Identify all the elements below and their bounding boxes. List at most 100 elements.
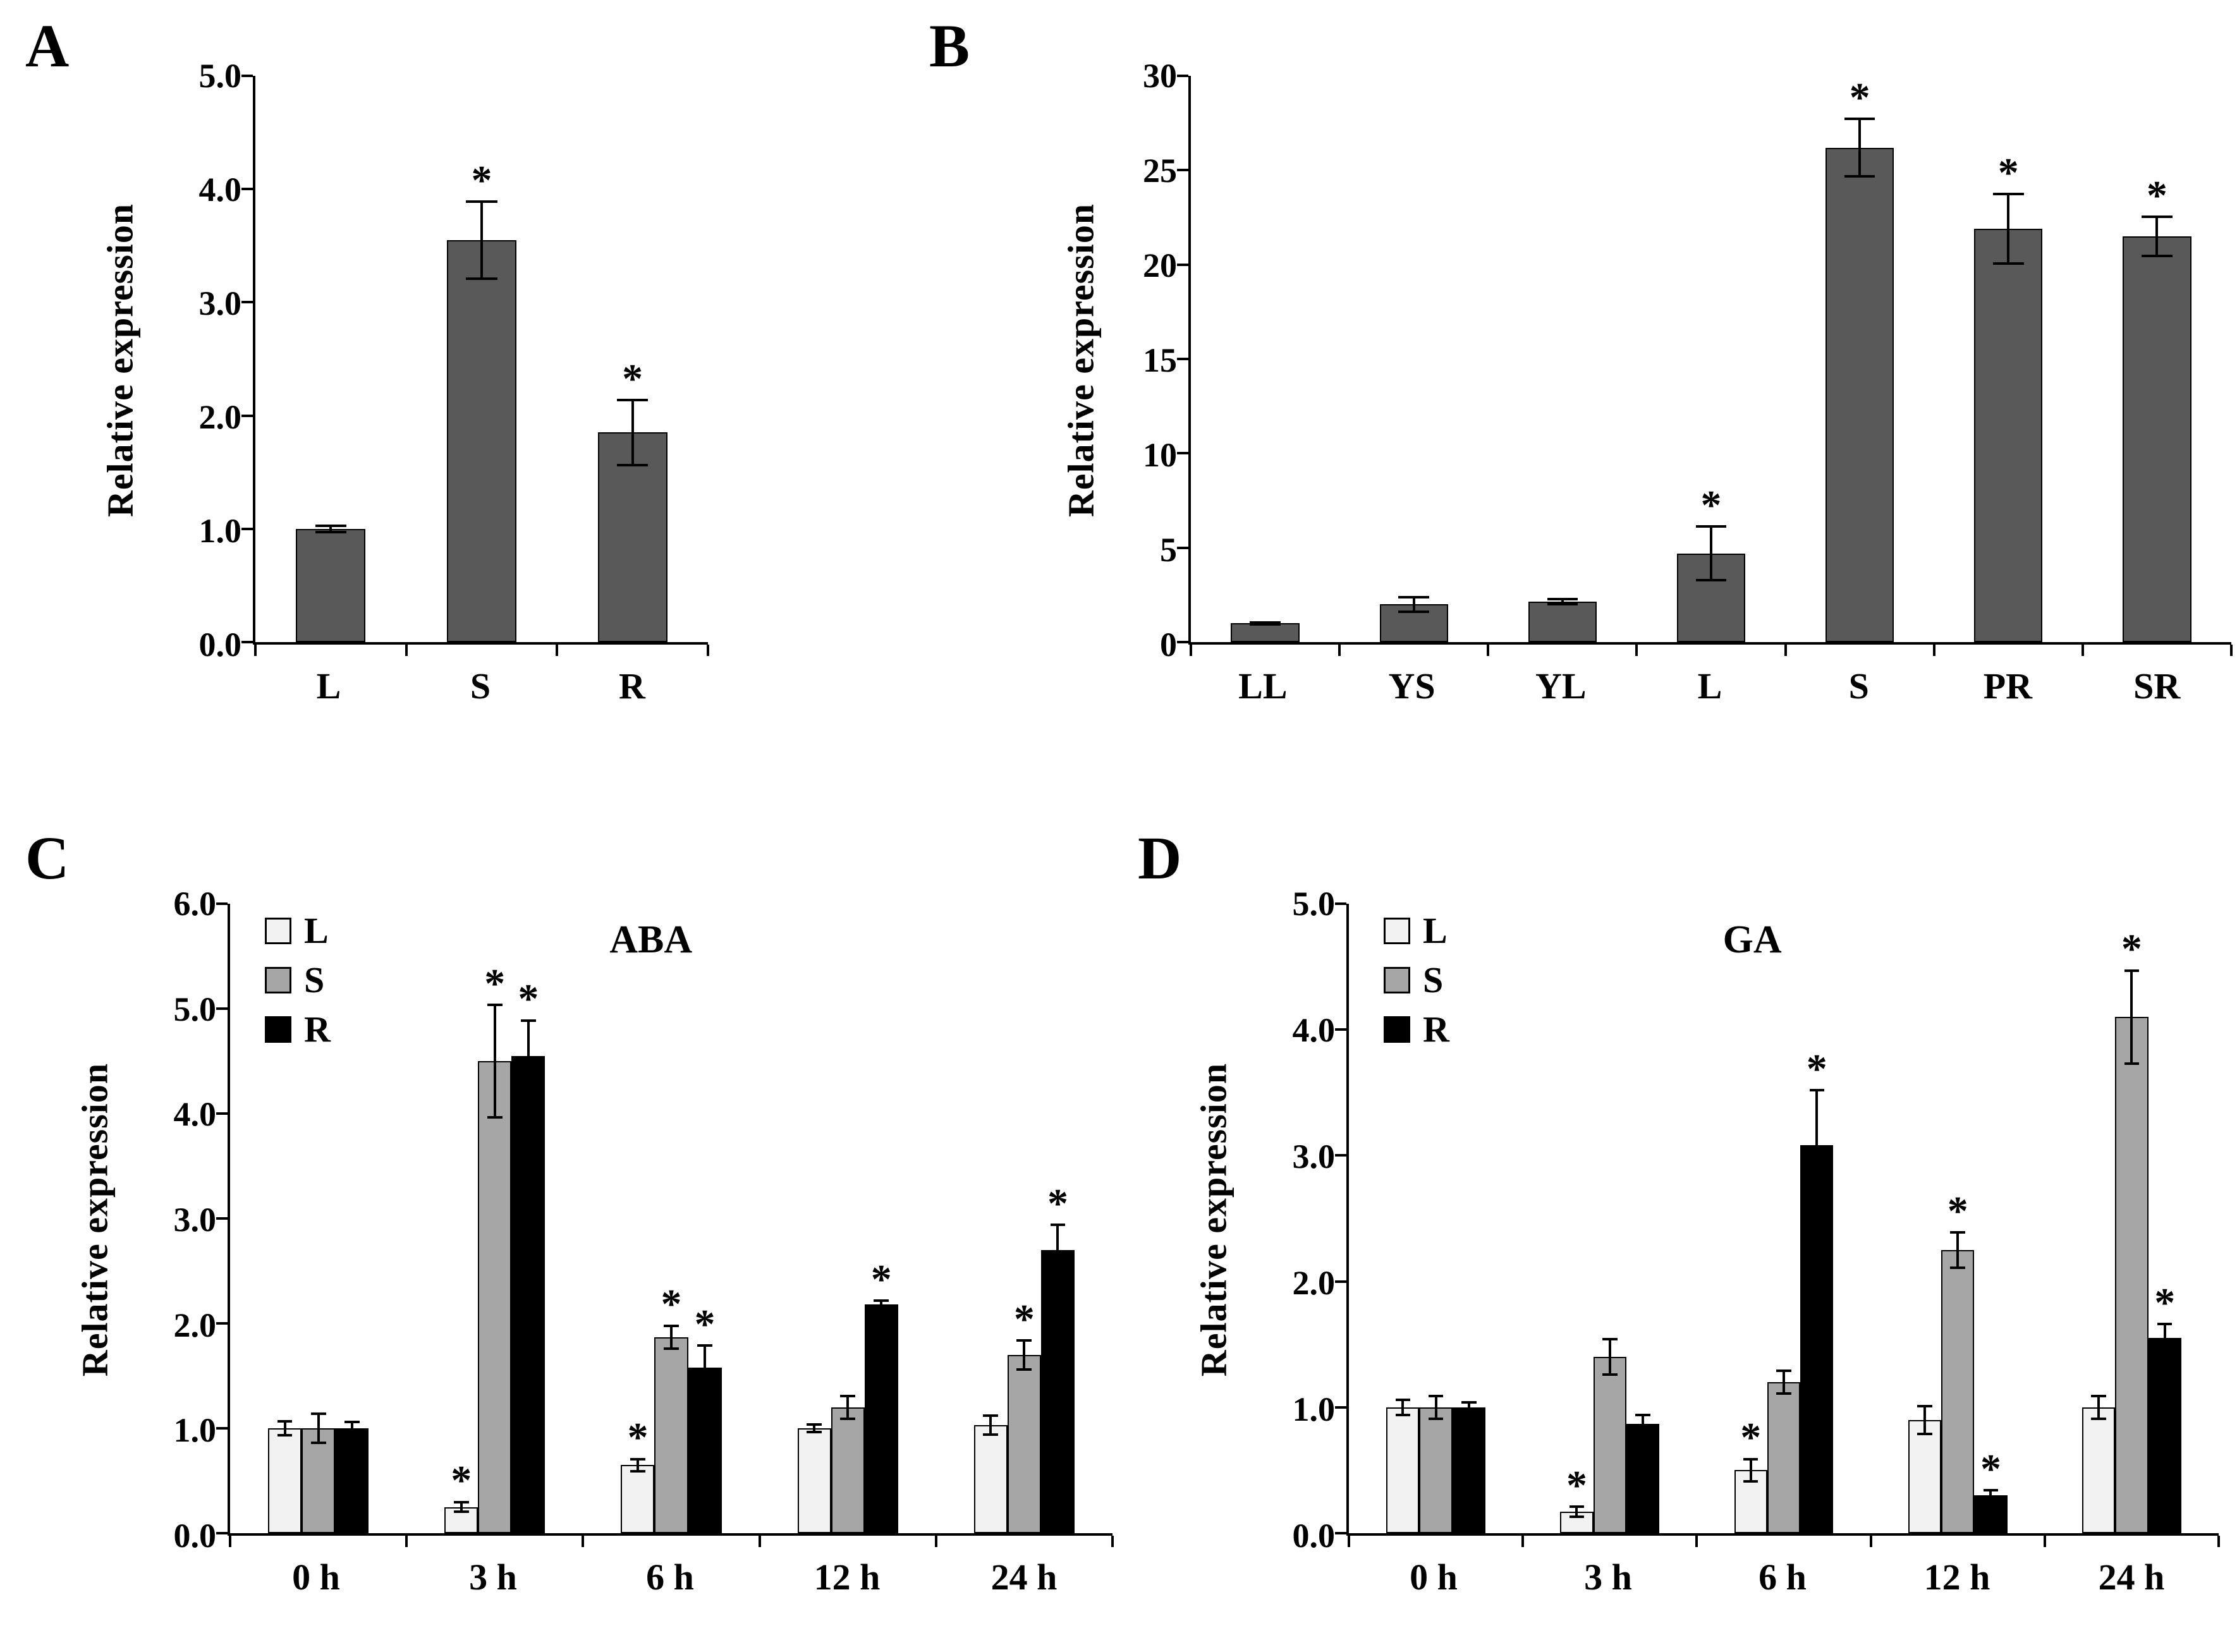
y-tick-label: 10 [1143, 436, 1177, 475]
error-bar-stem [329, 524, 332, 533]
x-tick-label: 24 h [990, 1557, 1058, 1598]
y-tick-label: 5.0 [198, 57, 242, 95]
panel-C: C Relative expression 0.0 1.0 2.0 3.0 4.0 5.0… [25, 822, 1125, 1643]
error-bar-stem [846, 1394, 850, 1420]
panel-letter-C: C [25, 824, 70, 892]
legend-label: L [1423, 910, 1448, 951]
bar-R-12h [1974, 1495, 2008, 1533]
error-bar [840, 1394, 856, 1420]
y-axis-title-wrap: Relative expression [1176, 904, 1252, 1536]
legend-item-R: R [265, 1011, 331, 1048]
x-tick-mark [2081, 645, 2084, 656]
error-bar [1743, 1457, 1759, 1483]
bar-L-24h [973, 1425, 1008, 1533]
bar-PR [1974, 228, 2043, 642]
error-bar [1395, 1398, 1411, 1416]
error-bar [630, 1457, 645, 1473]
legend-swatch-S [265, 967, 291, 993]
x-tick-label: L [1697, 665, 1722, 707]
significance-asterisk: * [1047, 1181, 1068, 1227]
panel-A: A Relative expression 0.0 1.0 2.0 3.0 4.0 5.0… [25, 16, 910, 787]
error-bar-stem [2097, 1394, 2100, 1420]
legend-item-R: R [1384, 1011, 1449, 1048]
error-bar [807, 1423, 822, 1434]
significance-asterisk: * [1947, 1187, 1968, 1234]
error-bar-stem [460, 1500, 463, 1514]
y-tick-label: 6.0 [173, 885, 217, 923]
x-tick-mark [1487, 645, 1490, 656]
y-axis-tick-labels: 0.0 1.0 2.0 3.0 4.0 5.0 [158, 59, 253, 662]
error-bar-cap-top [1547, 597, 1578, 600]
error-bar [1917, 1404, 1932, 1435]
x-tick-mark [1521, 1536, 1525, 1547]
error-bar-cap-bottom [807, 1431, 822, 1434]
significance-asterisk: * [627, 1414, 649, 1461]
error-bar-cap-top [2157, 1323, 2173, 1326]
y-axis-title: Relative expression [1193, 1062, 1234, 1377]
error-bar-stem [2155, 216, 2159, 257]
y-axis-title-wrap: Relative expression [82, 76, 158, 645]
bar-S [447, 240, 516, 642]
panel-letter-D: D [1138, 824, 1182, 892]
error-bar-cap-top [310, 1412, 326, 1416]
x-tick-label: R [619, 665, 645, 707]
error-bar-cap-bottom [277, 1434, 293, 1437]
error-bar-cap-top [487, 1003, 503, 1006]
y-tick-label: 15 [1143, 341, 1177, 379]
error-bar-cap-top [1743, 1457, 1759, 1461]
bar-S-3h [478, 1061, 512, 1533]
error-bar [664, 1324, 679, 1350]
x-tick-label: S [1848, 665, 1869, 707]
error-bar-cap-bottom [1695, 579, 1727, 582]
y-tick-label: 5.0 [1292, 885, 1336, 923]
x-tick-mark [1338, 645, 1341, 656]
error-bar-cap-bottom [2157, 1351, 2173, 1354]
bar-R-6h [1800, 1145, 1834, 1533]
error-bar-cap-bottom [2124, 1062, 2140, 1065]
x-tick-label: 6 h [646, 1557, 694, 1598]
y-tick-label: 5.0 [173, 990, 217, 1028]
bar-R-0h [1452, 1407, 1486, 1533]
significance-asterisk: * [1849, 74, 1870, 121]
error-bar [520, 1019, 536, 1093]
error-bar [1776, 1370, 1791, 1395]
error-bar-stem [317, 1412, 320, 1444]
error-bar-cap-bottom [1395, 1413, 1411, 1416]
error-bar-cap-top [664, 1324, 679, 1327]
significance-asterisk: * [518, 976, 539, 1023]
error-bar-cap-top [616, 398, 649, 401]
x-tick-mark [758, 1536, 761, 1547]
error-bar-stem [1467, 1400, 1470, 1414]
error-bar-stem [2130, 969, 2133, 1065]
y-tick-mark [241, 75, 253, 77]
y-tick-label: 3.0 [173, 1201, 217, 1239]
error-bar-stem [1989, 1489, 1992, 1502]
significance-asterisk: * [661, 1281, 682, 1328]
x-tick-label: SR [2133, 665, 2181, 707]
legend-label: S [304, 959, 325, 1000]
error-bar [1428, 1394, 1444, 1420]
error-bar-stem [1782, 1370, 1785, 1395]
x-tick-mark [405, 1536, 408, 1547]
bar-R-0h [335, 1428, 369, 1533]
error-bar-cap-bottom [1743, 1480, 1759, 1483]
x-tick-mark [2230, 645, 2233, 656]
error-bar-cap-top [520, 1019, 536, 1022]
significance-asterisk: * [1980, 1446, 2001, 1493]
plot-area: * * * * * * * * * L S R ABA [216, 902, 1114, 1547]
legend-item-S: S [1384, 962, 1449, 999]
bar-L-12h [1908, 1419, 1942, 1533]
y-tick-label: 4.0 [173, 1095, 217, 1134]
error-bar [2091, 1394, 2106, 1420]
error-bar-cap-bottom [983, 1433, 999, 1436]
x-tick-mark [934, 1536, 937, 1547]
y-tick-mark [1335, 1028, 1346, 1031]
y-axis-title: Relative expression [99, 203, 141, 518]
y-tick-mark [1177, 358, 1188, 360]
legend-item-L: L [1384, 913, 1449, 949]
error-bar-stem [493, 1003, 496, 1119]
